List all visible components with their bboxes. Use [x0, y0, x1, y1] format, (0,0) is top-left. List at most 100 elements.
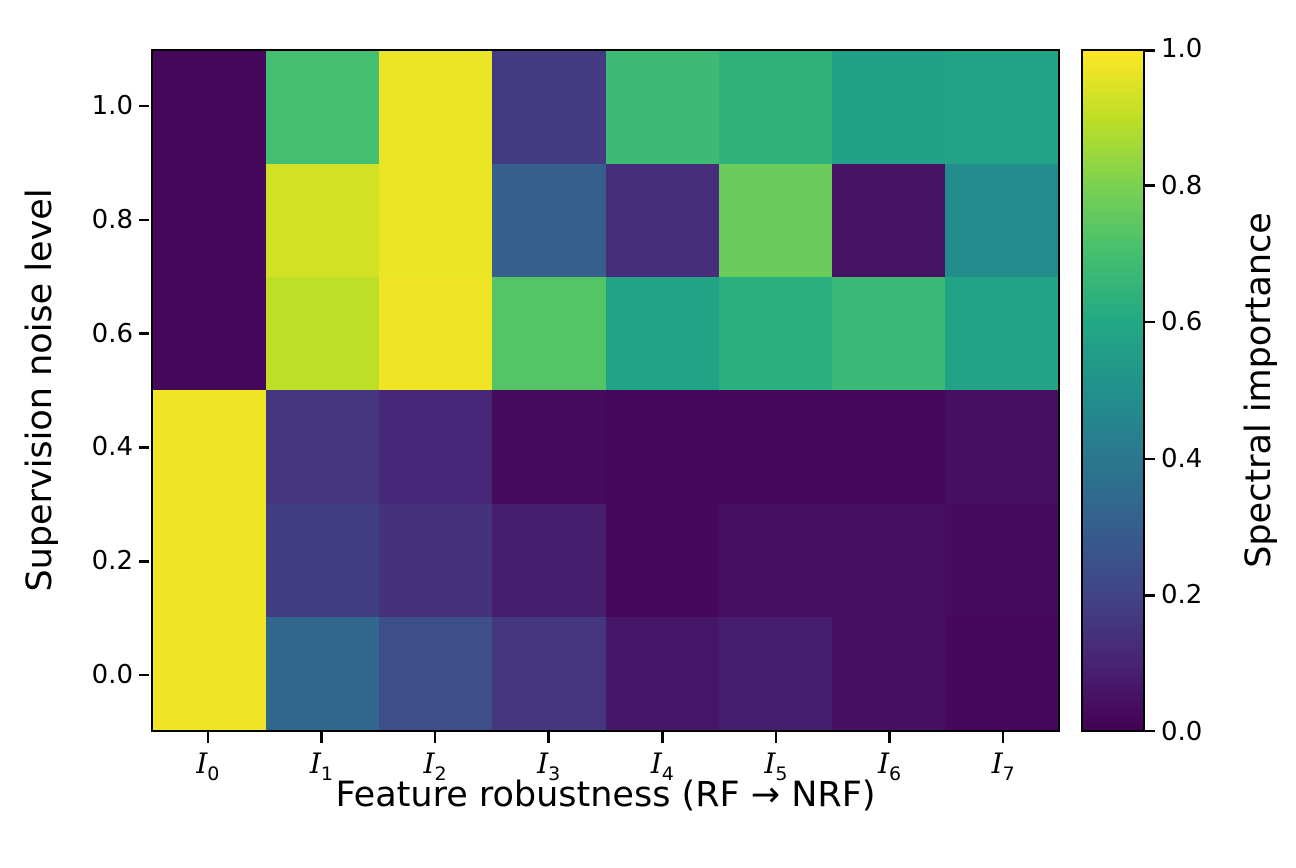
heatmap-cell-r5-c4: [605, 616, 719, 730]
heatmap-cell-r0-c0: [153, 51, 267, 165]
heatmap-cell-r2-c0: [153, 277, 267, 391]
heatmap-cell-r5-c5: [718, 616, 832, 730]
heatmap-cell-r1-c7: [944, 164, 1058, 278]
y-axis-tick-marks: [139, 49, 149, 732]
y-tick-label: 1.0: [91, 90, 133, 121]
heatmap-cell-r4-c2: [379, 503, 493, 617]
x-tick-label: I6: [878, 747, 901, 785]
y-tick-mark: [139, 560, 149, 563]
x-tick-subscript: 7: [1002, 763, 1015, 785]
y-tick-mark: [139, 673, 149, 677]
y-tick-mark: [139, 332, 149, 335]
heatmap-cell-r1-c3: [492, 164, 606, 278]
x-tick-mark: [320, 731, 323, 743]
heatmap-cell-r1-c0: [153, 164, 267, 278]
heatmap-cell-r4-c7: [944, 503, 1058, 617]
colorbar-tick-label: 0.8: [1161, 170, 1203, 201]
heatmap-cell-r0-c3: [492, 51, 606, 165]
x-tick-subscript: 4: [661, 763, 674, 785]
colorbar-tick-mark: [1145, 594, 1155, 597]
heatmap-cell-r5-c7: [944, 616, 1058, 730]
heatmap-cell-r2-c2: [379, 277, 493, 391]
colorbar-tick-label: 0.6: [1161, 307, 1203, 338]
x-tick-mark: [774, 731, 778, 743]
x-tick-mark: [661, 731, 664, 743]
x-tick-mark: [888, 731, 891, 743]
heatmap-cell-r0-c2: [379, 51, 493, 165]
script-I-glyph: I: [537, 747, 549, 780]
heatmap-cell-r4-c1: [266, 503, 380, 617]
x-tick-label: I2: [423, 747, 446, 785]
heatmap-cell-r0-c7: [944, 51, 1058, 165]
x-tick-label: I4: [651, 747, 674, 785]
x-tick-subscript: 0: [207, 763, 220, 785]
heatmap-cell-r2-c5: [718, 277, 832, 391]
y-tick-mark: [139, 218, 149, 221]
script-I-glyph: I: [877, 747, 890, 780]
x-tick-mark: [1001, 731, 1005, 743]
heatmap-cell-r2-c6: [831, 277, 945, 391]
y-tick-label: 0.8: [91, 204, 133, 235]
x-tick-subscript: 5: [775, 763, 788, 785]
colorbar-title: Spectral importance: [1239, 212, 1279, 568]
colorbar-tick-mark: [1145, 184, 1155, 187]
y-tick-label: 0.0: [91, 660, 133, 691]
x-tick-label: I0: [196, 747, 219, 785]
y-tick-label: 0.6: [91, 318, 133, 349]
colorbar-tick-label: 0.2: [1161, 580, 1203, 611]
y-tick-mark: [139, 104, 149, 108]
heatmap-cell-r3-c4: [605, 390, 719, 504]
heatmap-cell-r2-c1: [266, 277, 380, 391]
heatmap-cell-r5-c0: [153, 616, 267, 730]
heatmap-cell-r4-c4: [605, 503, 719, 617]
x-tick-subscript: 2: [434, 763, 447, 785]
colorbar-gradient: [1081, 49, 1145, 732]
colorbar-tick-labels: 1.0 0.8 0.6 0.4 0.2 0.0: [1161, 34, 1231, 747]
heatmap-cell-r1-c4: [605, 164, 719, 278]
script-I-glyph: I: [423, 747, 435, 780]
x-tick-subscript: 3: [548, 763, 561, 785]
x-tick-subscript: 1: [320, 763, 334, 785]
x-tick-mark: [547, 731, 550, 743]
heatmap-cell-r3-c6: [831, 390, 945, 504]
heatmap-cell-r5-c2: [379, 616, 493, 730]
script-I-glyph: I: [309, 747, 321, 780]
heatmap-cell-r3-c7: [944, 390, 1058, 504]
heatmap-cell-r5-c1: [266, 616, 380, 730]
heatmap-cell-r0-c5: [718, 51, 832, 165]
heatmap-cell-r4-c5: [718, 503, 832, 617]
x-tick-subscript: 6: [889, 763, 902, 785]
y-axis-tick-labels: 1.0 0.8 0.6 0.4 0.2 0.0: [55, 49, 133, 732]
y-tick-label: 0.4: [91, 432, 133, 463]
heatmap-cell-r1-c1: [266, 164, 380, 278]
heatmap-cell-r5-c6: [831, 616, 945, 730]
x-tick-label: I3: [537, 747, 560, 785]
script-I-glyph: I: [196, 747, 208, 780]
x-axis-title: Feature robustness (RF → NRF): [335, 775, 876, 815]
heatmap-cell-r3-c3: [492, 390, 606, 504]
x-tick-label: I7: [992, 747, 1015, 785]
heatmap-cell-r3-c1: [266, 390, 380, 504]
script-I-glyph: I: [650, 747, 662, 780]
heatmap-cell-r4-c3: [492, 503, 606, 617]
colorbar-tick-label: 0.4: [1161, 443, 1203, 474]
heatmap-cell-r0-c4: [605, 51, 719, 165]
heatmap-cell-r1-c5: [718, 164, 832, 278]
y-tick-label: 0.2: [91, 546, 133, 577]
y-axis-title: Supervision noise level: [20, 188, 60, 592]
colorbar-tick-mark: [1145, 729, 1155, 732]
colorbar-tick-label: 0.0: [1161, 717, 1203, 747]
x-tick-mark: [206, 731, 210, 743]
heatmap-cell-r0-c1: [266, 51, 380, 165]
heatmap-cell-r2-c4: [605, 277, 719, 391]
x-tick-mark: [433, 731, 437, 743]
heatmap-cell-r2-c7: [944, 277, 1058, 391]
heatmap-cell-r1-c6: [831, 164, 945, 278]
x-tick-label: I5: [764, 747, 787, 785]
heatmap-cell-r5-c3: [492, 616, 606, 730]
colorbar-tick-mark: [1145, 320, 1155, 324]
heatmap-cell-r2-c3: [492, 277, 606, 391]
colorbar-tick-marks: [1145, 49, 1155, 732]
heatmap-cell-r3-c0: [153, 390, 267, 504]
